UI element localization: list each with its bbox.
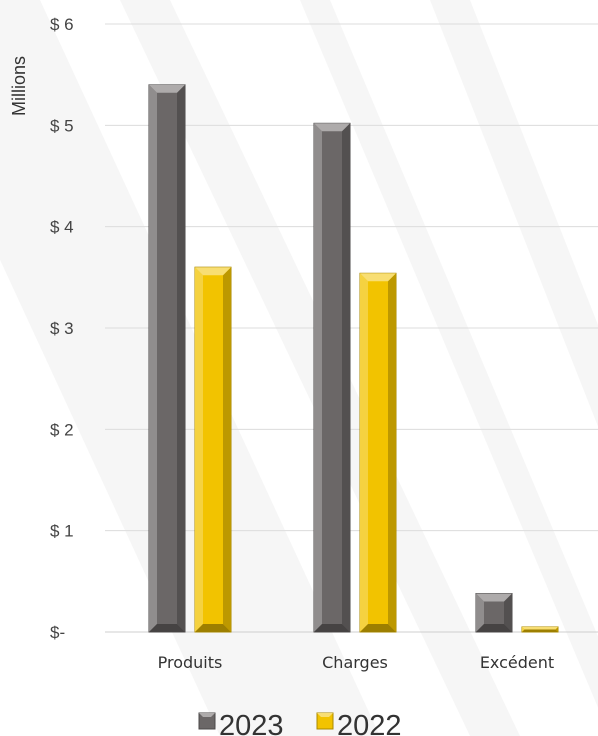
y-tick-label: $ 4: [50, 218, 74, 237]
gridlines: [105, 23, 598, 633]
bar-bevel-bottom: [314, 624, 350, 632]
x-axis-categories: Produits Charges Excédent: [158, 653, 555, 672]
bar-bevel-right: [555, 626, 558, 632]
x-category-label: Produits: [158, 653, 223, 672]
bar-bevel-top: [522, 626, 558, 630]
bar-bevel-top: [314, 123, 350, 132]
bar-bevel-right: [177, 84, 185, 633]
y-tick-label: $ 3: [50, 319, 74, 338]
legend-item-2023: 2023: [198, 710, 284, 736]
bar-2023-produits: [148, 84, 186, 633]
legend-label: 2022: [337, 710, 402, 736]
bar-bevel-right: [504, 593, 512, 632]
bar-bevel-right: [388, 273, 396, 632]
bar-bevel-top: [360, 273, 396, 282]
y-tick-label: $ 1: [50, 522, 74, 541]
legend: 2023 2022: [198, 710, 402, 736]
bar-bevel-left: [314, 123, 322, 632]
background-streak: [430, 0, 598, 427]
y-tick-label: $ 6: [50, 15, 74, 34]
y-axis-ticks: $- $ 1 $ 2 $ 3 $ 4 $ 5 $ 6: [50, 15, 74, 642]
bar-2022-charges: [359, 272, 397, 633]
legend-swatch-bevel: [317, 713, 333, 717]
legend-item-2022: 2022: [316, 710, 402, 736]
bar-2022-produits: [194, 266, 232, 633]
bar-bevel-right: [342, 123, 350, 632]
bars: [148, 84, 559, 633]
x-category-label: Excédent: [480, 653, 554, 672]
bar-bevel-left: [195, 267, 203, 632]
x-category-label: Charges: [322, 653, 388, 672]
y-axis-unit-label: Millions: [9, 56, 29, 116]
bar-bevel-left: [360, 273, 368, 632]
bar-bevel-bottom: [522, 629, 558, 632]
bar-2023-excédent: [475, 592, 513, 633]
bar-bevel-bottom: [195, 624, 231, 632]
y-tick-label: $-: [50, 623, 65, 642]
bar-bevel-top: [195, 267, 231, 276]
bar-bevel-right: [223, 267, 231, 632]
bar-bevel-bottom: [476, 624, 512, 632]
bar-bevel-left: [522, 626, 525, 632]
background-streak: [0, 0, 380, 736]
legend-label: 2023: [219, 710, 284, 736]
bar-bevel-left: [149, 84, 157, 633]
bar-bevel-left: [476, 593, 484, 632]
bar-bevel-top: [149, 84, 185, 93]
bar-bevel-bottom: [360, 624, 396, 632]
bar-2023-charges: [313, 122, 351, 633]
legend-swatch-bevel: [199, 713, 215, 717]
bar-2022-excédent: [521, 626, 559, 633]
y-tick-label: $ 5: [50, 116, 74, 135]
bar-bevel-top: [476, 593, 512, 602]
bar-bevel-bottom: [149, 624, 185, 632]
y-tick-label: $ 2: [50, 420, 74, 439]
